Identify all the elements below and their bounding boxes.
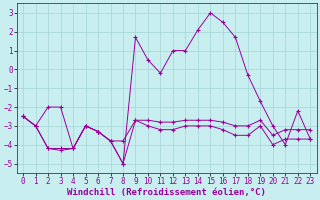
X-axis label: Windchill (Refroidissement éolien,°C): Windchill (Refroidissement éolien,°C)	[67, 188, 266, 197]
